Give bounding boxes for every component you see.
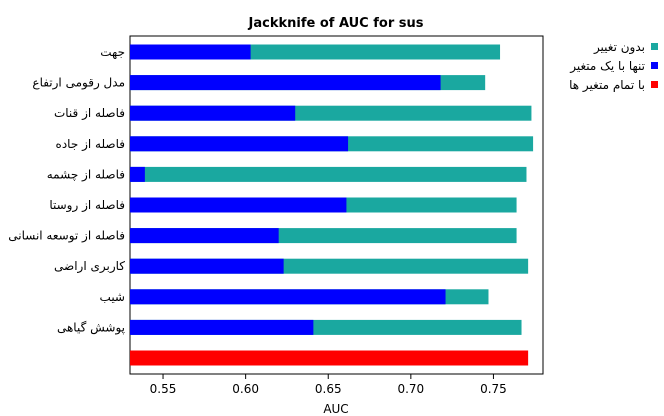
category-label: فاصله از قنات xyxy=(54,106,125,121)
legend: بدون تغییر تنها با یک متغیر با تمام متغیر … xyxy=(569,40,658,93)
bar-only-variable xyxy=(130,289,446,305)
bar-only-variable xyxy=(130,136,349,152)
category-label: مدل رقومی ارتفاع xyxy=(32,76,125,91)
x-tick-label: 0.65 xyxy=(315,382,342,396)
chart-title: Jackknife of AUC for sus xyxy=(248,16,424,31)
x-axis-label: AUC xyxy=(323,402,348,416)
x-axis: 0.55 0.60 0.65 0.70 0.75 xyxy=(150,374,507,396)
bar-only-variable xyxy=(130,75,441,91)
legend-swatch xyxy=(651,81,658,88)
bar-only-variable xyxy=(130,105,296,121)
bars-layer xyxy=(130,44,534,366)
category-label: فاصله از جاده xyxy=(56,137,125,152)
bar-only-variable xyxy=(130,228,279,244)
category-label: فاصله از چشمه xyxy=(47,167,125,182)
legend-swatch xyxy=(651,62,658,69)
category-label: جهت xyxy=(100,45,125,59)
x-tick-label: 0.60 xyxy=(232,382,259,396)
bar-all-variables xyxy=(130,350,529,366)
x-tick-label: 0.55 xyxy=(150,382,177,396)
bar-without-variable xyxy=(130,166,527,182)
category-labels: جهت مدل رقومی ارتفاع فاصله از قنات فاصله از… xyxy=(8,45,125,335)
bar-only-variable xyxy=(130,258,284,274)
category-label: شیب xyxy=(100,290,125,304)
legend-swatch xyxy=(651,43,658,50)
bar-only-variable xyxy=(130,44,251,60)
category-label: فاصله از روستا xyxy=(49,198,125,213)
bar-only-variable xyxy=(130,166,145,182)
x-tick-label: 0.70 xyxy=(397,382,424,396)
bar-only-variable xyxy=(130,319,314,335)
legend-label: تنها با یک متغیر xyxy=(569,59,645,74)
legend-label: با تمام متغیر ها xyxy=(569,78,645,93)
x-tick-label: 0.75 xyxy=(480,382,507,396)
bar-only-variable xyxy=(130,197,347,213)
category-label: کاربری اراضی xyxy=(54,259,125,274)
legend-label: بدون تغییر xyxy=(593,40,645,55)
category-label: فاصله از توسعه انسانی xyxy=(8,229,125,244)
category-label: پوشش گیاهی xyxy=(57,320,125,335)
